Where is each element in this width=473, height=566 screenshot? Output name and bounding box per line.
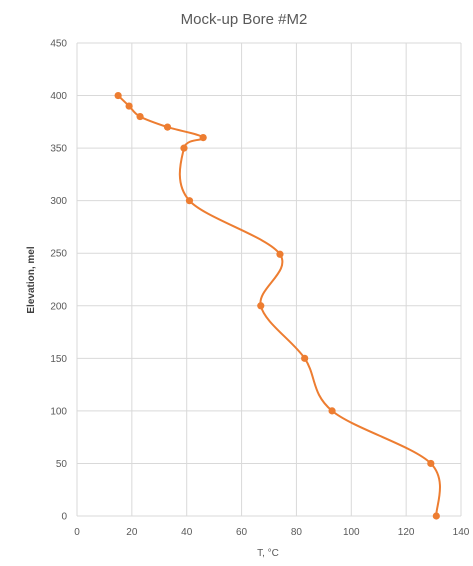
x-tick-label: 20 — [126, 527, 138, 538]
x-axis-title: T, °C — [257, 548, 279, 559]
data-point — [136, 112, 144, 121]
y-tick-label: 150 — [50, 354, 67, 365]
series-layer — [114, 91, 441, 520]
data-point — [432, 512, 440, 520]
data-point — [125, 102, 133, 110]
y-tick-label: 250 — [50, 249, 67, 260]
y-axis-ticks: 0 50 100 150 200 250 300 350 400 450 — [50, 39, 67, 523]
data-point — [301, 354, 309, 362]
grid-lines — [76, 42, 462, 517]
data-point — [185, 197, 194, 205]
y-tick-label: 100 — [50, 406, 67, 417]
data-point — [199, 134, 207, 142]
data-point — [180, 144, 188, 152]
x-tick-label: 120 — [398, 527, 415, 538]
x-tick-label: 60 — [236, 527, 248, 538]
data-point — [427, 459, 435, 468]
data-point — [163, 123, 172, 131]
x-tick-label: 80 — [291, 527, 303, 538]
x-tick-label: 0 — [74, 527, 80, 538]
data-point — [114, 91, 122, 100]
y-axis-title: Elevation, mel — [26, 246, 37, 313]
y-tick-label: 450 — [50, 39, 67, 50]
data-point — [257, 302, 265, 310]
x-tick-label: 40 — [181, 527, 193, 538]
chart-title: Mock-up Bore #M2 — [181, 11, 308, 28]
y-tick-label: 350 — [50, 144, 67, 155]
y-tick-label: 300 — [50, 196, 67, 207]
x-axis-ticks: 0 20 40 60 80 100 120 140 — [74, 527, 470, 538]
data-point — [276, 250, 284, 258]
y-tick-label: 200 — [50, 301, 67, 312]
data-point — [328, 407, 336, 415]
y-tick-label: 0 — [61, 512, 67, 523]
x-tick-label: 140 — [453, 527, 470, 538]
y-tick-label: 400 — [50, 91, 67, 102]
y-tick-label: 50 — [56, 459, 68, 470]
x-tick-label: 100 — [343, 527, 360, 538]
